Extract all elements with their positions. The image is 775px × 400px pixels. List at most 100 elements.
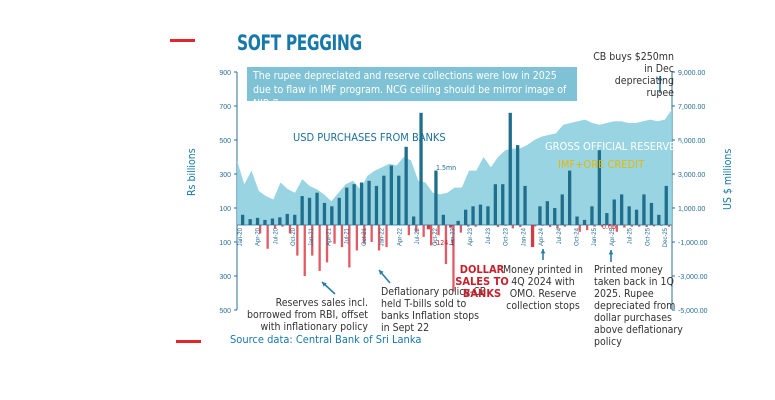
operations-bar xyxy=(296,225,299,256)
usd-bar xyxy=(545,201,549,225)
usd-bar xyxy=(501,184,505,225)
usd-bar xyxy=(575,216,579,225)
usd-bar xyxy=(612,199,616,225)
operations-bar xyxy=(638,225,641,227)
usd-bar xyxy=(649,202,654,225)
usd-bar xyxy=(582,219,587,225)
usd-bar xyxy=(620,194,624,225)
left-tick-label: 300 xyxy=(219,172,231,179)
operations-bar xyxy=(370,225,373,242)
point-label-2: -124.1 xyxy=(434,239,455,247)
x-tick-label: Oct-24 xyxy=(574,227,580,246)
x-tick-label: Dec-25 xyxy=(663,227,669,247)
usd-bar xyxy=(255,217,260,225)
operations-bar xyxy=(385,225,388,248)
x-tick-label: Jan-25 xyxy=(592,227,598,246)
accent-rule-top xyxy=(170,39,195,42)
left-tick-label: 300 xyxy=(219,274,231,281)
operations-bar xyxy=(578,225,581,232)
operations-bar xyxy=(333,225,336,244)
imf-credit-label: IMF+ORE CREDIT xyxy=(558,158,645,171)
usd-bar xyxy=(634,209,639,225)
operations-bar xyxy=(444,225,448,265)
right-tick-label: -5,000.00 xyxy=(678,308,708,315)
accent-rule-bottom xyxy=(176,340,201,343)
usd-bar xyxy=(278,217,282,225)
usd-bar xyxy=(263,219,267,225)
deflationary-note: Deflationary policy-CB held T-bills sold… xyxy=(381,286,487,334)
usd-bar xyxy=(664,185,668,225)
right-tick-label: -1,000.00 xyxy=(678,240,708,247)
point-label-1: 1.5mn xyxy=(436,164,457,172)
right-tick-label: 7,000.00 xyxy=(678,104,705,111)
x-tick-label: Oct-22 xyxy=(433,227,439,246)
operations-bar xyxy=(348,225,351,268)
x-tick-label: Jul-21 xyxy=(344,227,350,244)
usd-bar xyxy=(493,184,497,225)
usd-bar xyxy=(374,185,379,225)
operations-bar xyxy=(608,225,611,227)
usd-bar xyxy=(508,112,512,225)
usd-bar xyxy=(657,214,661,225)
operations-bar xyxy=(652,225,656,227)
right-axis-title: US $ millions xyxy=(722,148,734,210)
usd-bar xyxy=(426,225,431,230)
operations-bar xyxy=(600,225,604,227)
operations-bar xyxy=(259,225,262,234)
reserves-sales-note: Reserves sales incl. borrowed from RBI, … xyxy=(247,297,368,333)
cb-buys-note: CB buys $250mn in Dec depreciating rupee xyxy=(593,51,674,99)
deflationary-arrow-head xyxy=(379,270,384,275)
left-tick-label: 100 xyxy=(219,240,231,247)
operations-bar xyxy=(355,225,358,251)
x-tick-label: Apr-23 xyxy=(468,227,474,246)
usd-bar xyxy=(404,146,408,225)
usd-bar xyxy=(241,214,245,225)
operations-bar xyxy=(496,225,500,227)
operations-bar xyxy=(311,225,314,256)
usd-bar xyxy=(315,192,319,225)
usd-bar xyxy=(538,206,542,225)
x-tick-label: Jan-21 xyxy=(309,227,315,246)
x-tick-label: Jan-20 xyxy=(238,227,244,246)
operations-bar xyxy=(303,225,306,276)
operations-bar xyxy=(534,225,537,227)
operations-bar xyxy=(623,225,626,228)
left-tick-label: 900 xyxy=(219,70,231,77)
operations-bar xyxy=(586,225,589,231)
operations-bar xyxy=(266,225,269,249)
operations-bar xyxy=(273,225,277,229)
operations-bar xyxy=(377,225,381,251)
x-tick-label: Oct-20 xyxy=(291,227,297,246)
printed-money-back-arrow-head xyxy=(608,250,614,255)
usd-bar xyxy=(322,202,327,225)
usd-bar xyxy=(293,214,297,225)
operations-bar xyxy=(437,225,440,236)
right-tick-label: -3,000.00 xyxy=(678,274,708,281)
operations-bar xyxy=(452,225,455,292)
operations-bar xyxy=(645,225,648,227)
info-box: The rupee depreciated and reserve collec… xyxy=(247,67,577,110)
usd-bar xyxy=(352,184,356,225)
operations-bar xyxy=(363,225,366,244)
usd-bar xyxy=(456,220,460,225)
chart-title: SOFT PEGGING xyxy=(237,31,362,55)
x-tick-label: Jan-24 xyxy=(521,227,527,246)
usd-bar xyxy=(337,197,341,225)
usd-bar xyxy=(568,170,572,225)
usd-bar xyxy=(642,194,646,225)
x-tick-label: Jan-23 xyxy=(451,227,457,246)
operations-bar xyxy=(563,225,566,227)
x-tick-label: Jul-24 xyxy=(557,227,563,244)
x-tick-label: Jul-20 xyxy=(273,227,279,244)
usd-bar xyxy=(285,213,289,225)
point-label-3: 0.06 xyxy=(602,223,617,231)
operations-bar xyxy=(281,225,284,227)
money-printed-arrow-head xyxy=(540,249,546,254)
usd-purchases-label: USD PURCHASES FROM BANKS xyxy=(293,131,446,144)
x-tick-label: Oct-21 xyxy=(362,227,368,246)
x-tick-label: Jul-25 xyxy=(628,227,634,244)
right-tick-label: 3,000.00 xyxy=(678,172,705,179)
operations-bar xyxy=(556,225,559,229)
operations-bar xyxy=(519,225,522,227)
